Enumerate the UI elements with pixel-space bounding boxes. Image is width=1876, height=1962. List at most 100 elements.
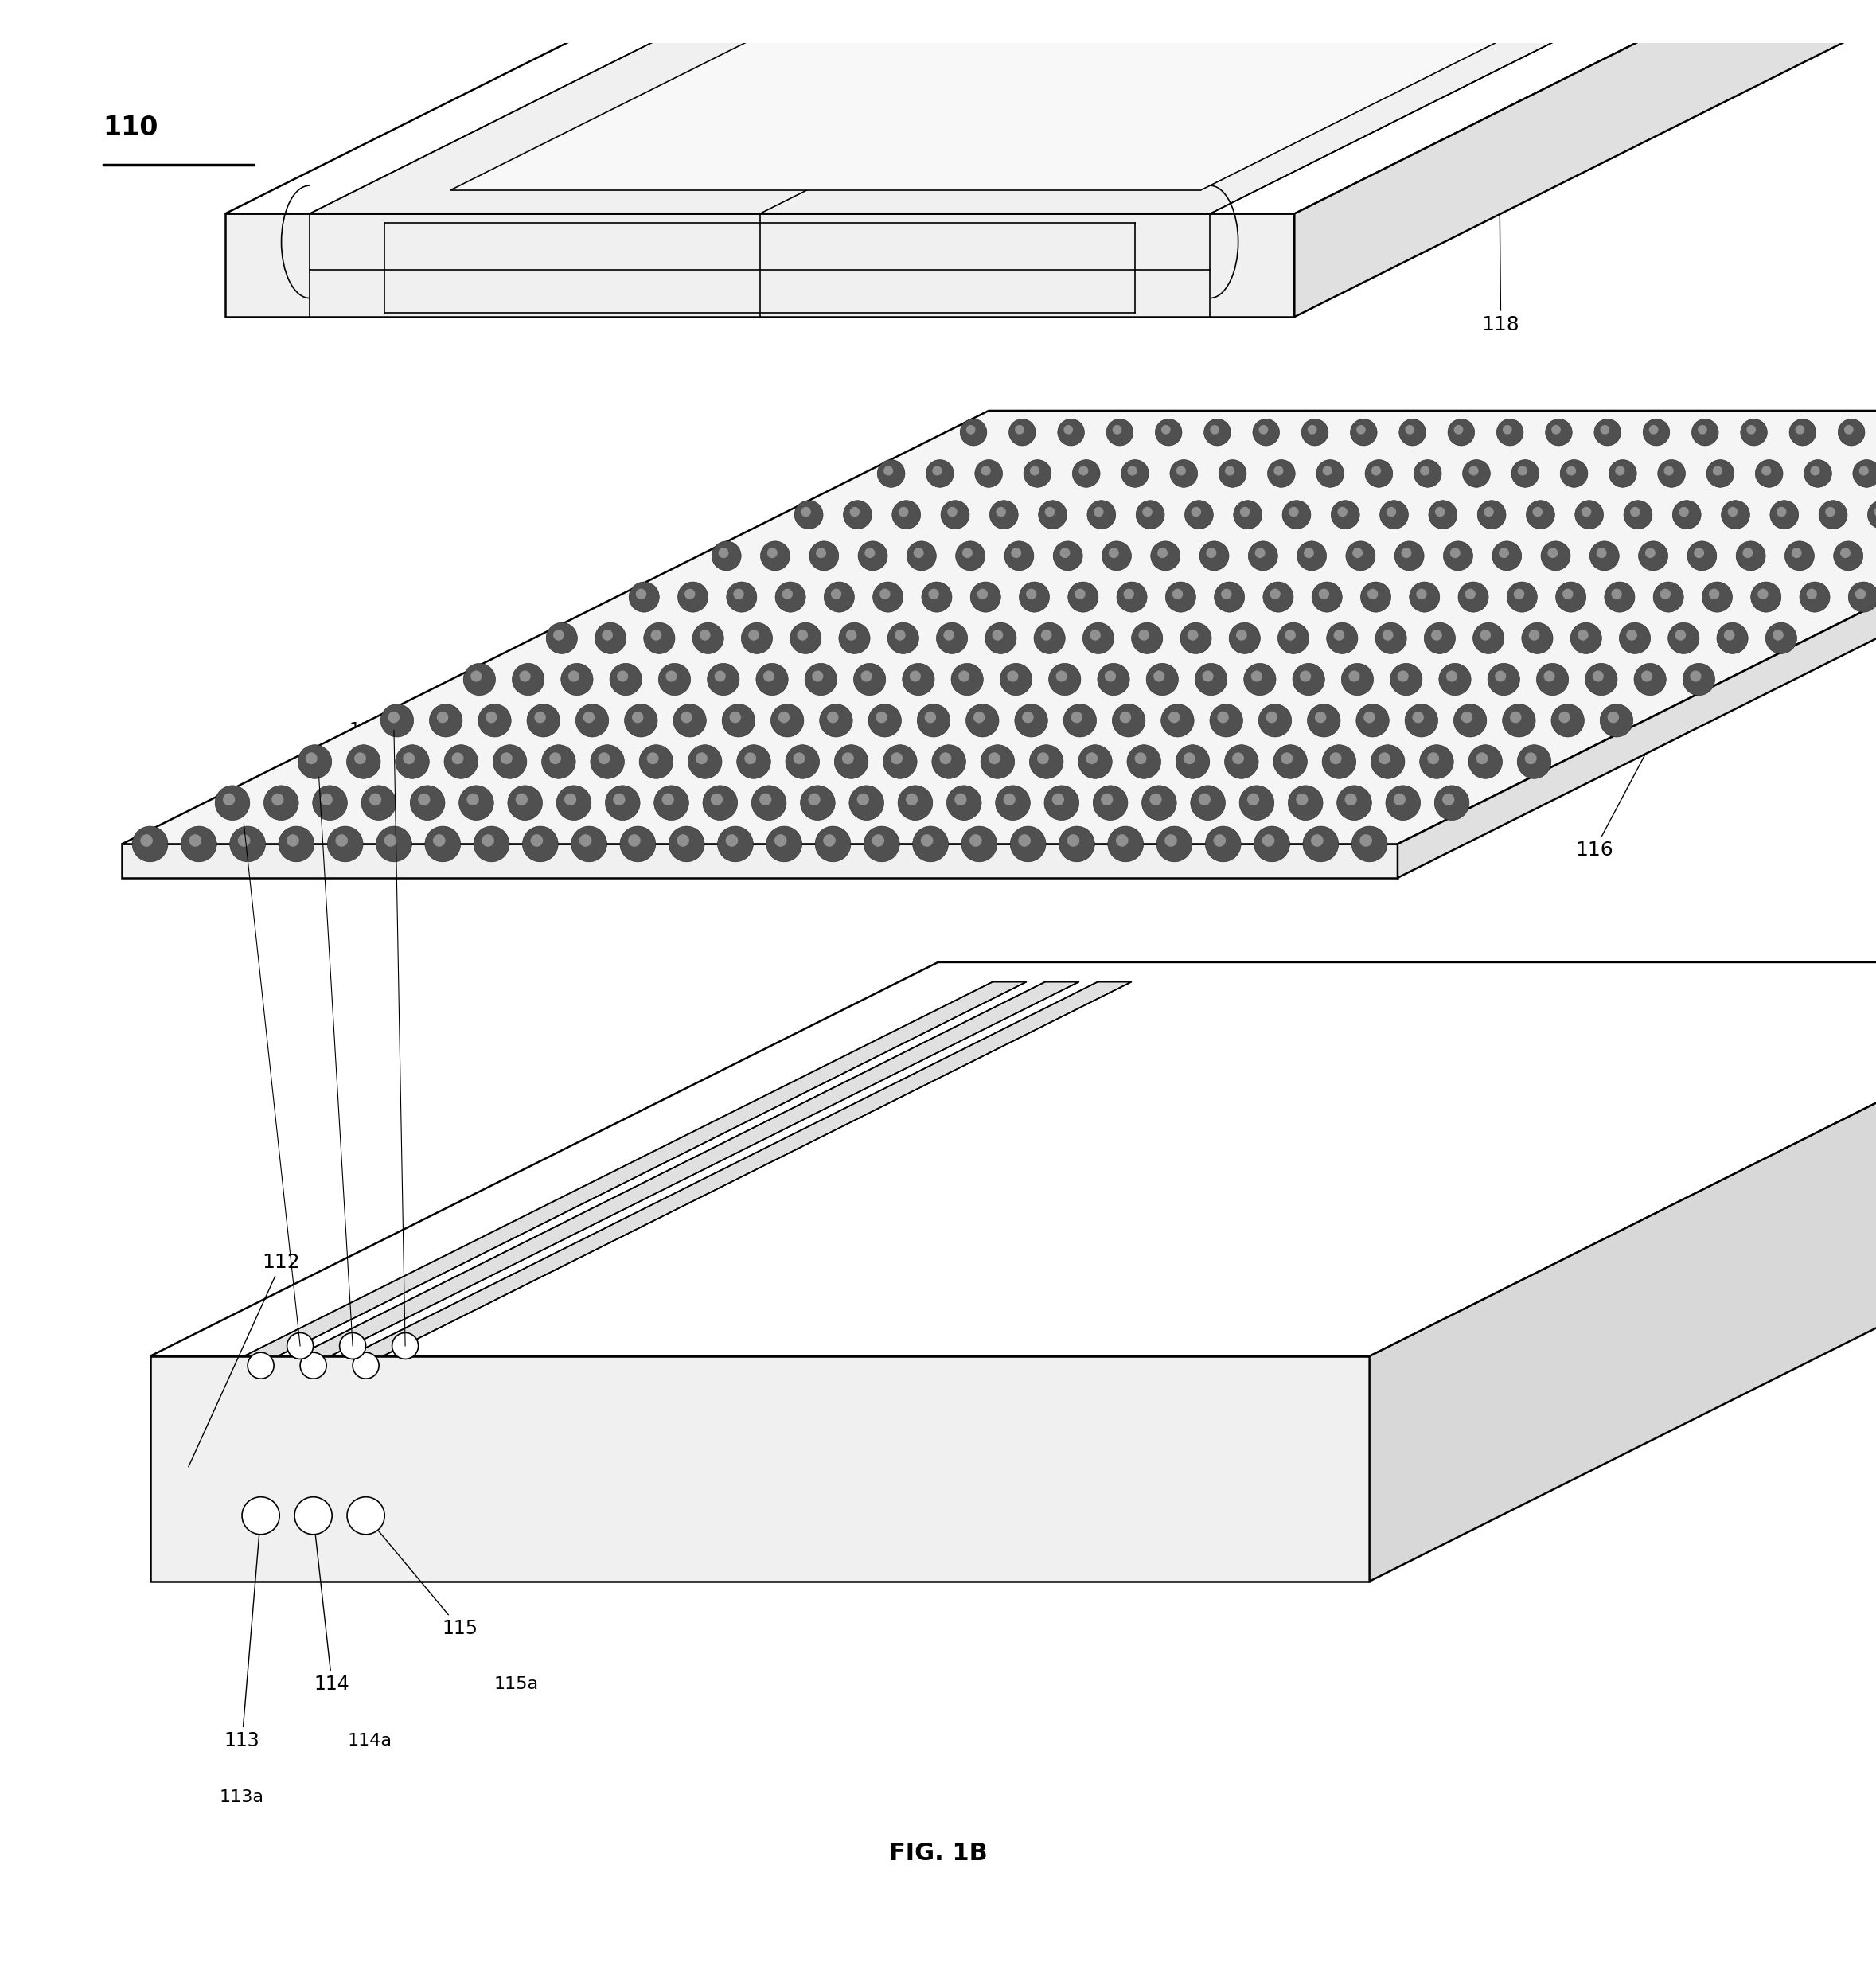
Circle shape <box>1551 426 1561 434</box>
Circle shape <box>1503 426 1512 434</box>
Circle shape <box>1086 751 1097 765</box>
Circle shape <box>1435 506 1445 516</box>
Circle shape <box>1304 826 1339 861</box>
Circle shape <box>884 746 917 779</box>
Circle shape <box>921 834 932 848</box>
Circle shape <box>1356 426 1366 434</box>
Circle shape <box>1219 459 1246 487</box>
Circle shape <box>272 793 283 806</box>
Circle shape <box>820 704 852 738</box>
Circle shape <box>385 834 396 848</box>
Circle shape <box>1120 712 1131 724</box>
Circle shape <box>981 465 991 475</box>
Circle shape <box>1171 459 1197 487</box>
Circle shape <box>1248 793 1259 806</box>
Circle shape <box>576 704 608 738</box>
Polygon shape <box>244 981 1026 1356</box>
Circle shape <box>1105 671 1116 681</box>
Circle shape <box>467 793 478 806</box>
Circle shape <box>1443 793 1454 806</box>
Circle shape <box>1107 420 1133 445</box>
Text: 118: 118 <box>1482 165 1520 334</box>
Circle shape <box>1807 589 1818 598</box>
Circle shape <box>1345 793 1356 806</box>
Circle shape <box>1469 465 1478 475</box>
Circle shape <box>1334 630 1345 640</box>
Circle shape <box>531 834 542 848</box>
Circle shape <box>854 663 885 695</box>
Circle shape <box>876 712 887 724</box>
Circle shape <box>1137 500 1165 530</box>
Circle shape <box>1762 465 1771 475</box>
Circle shape <box>1690 671 1702 681</box>
Circle shape <box>1638 542 1668 571</box>
Circle shape <box>1266 712 1278 724</box>
Circle shape <box>1251 671 1263 681</box>
Circle shape <box>947 506 957 516</box>
Circle shape <box>411 785 445 820</box>
Circle shape <box>1341 663 1373 695</box>
Circle shape <box>598 751 610 765</box>
Circle shape <box>976 459 1002 487</box>
Circle shape <box>734 589 745 598</box>
Circle shape <box>692 622 724 653</box>
Circle shape <box>1439 663 1471 695</box>
Circle shape <box>1463 459 1490 487</box>
Circle shape <box>1210 426 1219 434</box>
Text: 113a: 113a <box>219 1789 265 1805</box>
Circle shape <box>794 751 805 765</box>
Circle shape <box>745 751 756 765</box>
Circle shape <box>1064 426 1073 434</box>
Circle shape <box>1413 712 1424 724</box>
Circle shape <box>1454 704 1486 738</box>
Circle shape <box>970 834 981 848</box>
Circle shape <box>347 746 381 779</box>
Circle shape <box>1199 793 1210 806</box>
Circle shape <box>1570 622 1602 653</box>
Circle shape <box>1518 465 1527 475</box>
Circle shape <box>1124 589 1135 598</box>
Circle shape <box>1255 547 1264 557</box>
Circle shape <box>475 826 510 861</box>
Circle shape <box>1488 663 1520 695</box>
Circle shape <box>1394 793 1405 806</box>
Circle shape <box>591 746 625 779</box>
Circle shape <box>961 420 987 445</box>
Circle shape <box>790 622 822 653</box>
Circle shape <box>1191 506 1201 516</box>
Circle shape <box>602 630 613 640</box>
Circle shape <box>1698 426 1707 434</box>
Circle shape <box>486 712 497 724</box>
Circle shape <box>1240 785 1274 820</box>
Circle shape <box>895 630 906 640</box>
Circle shape <box>959 671 970 681</box>
Circle shape <box>1448 420 1475 445</box>
Circle shape <box>1000 663 1032 695</box>
Circle shape <box>1351 420 1377 445</box>
Circle shape <box>1323 746 1356 779</box>
Circle shape <box>1259 704 1291 738</box>
Circle shape <box>887 622 919 653</box>
Circle shape <box>452 751 463 765</box>
Circle shape <box>1840 547 1850 557</box>
Circle shape <box>1401 547 1411 557</box>
Circle shape <box>527 704 559 738</box>
Circle shape <box>1218 712 1229 724</box>
Circle shape <box>1161 426 1171 434</box>
Circle shape <box>353 1352 379 1379</box>
Circle shape <box>1037 751 1049 765</box>
Circle shape <box>377 826 413 861</box>
Circle shape <box>565 793 576 806</box>
Circle shape <box>1022 712 1034 724</box>
Circle shape <box>1795 426 1805 434</box>
Circle shape <box>658 663 690 695</box>
Circle shape <box>1240 506 1249 516</box>
Circle shape <box>1169 712 1180 724</box>
Circle shape <box>1593 671 1604 681</box>
Circle shape <box>816 547 825 557</box>
Circle shape <box>1172 589 1184 598</box>
Circle shape <box>508 785 542 820</box>
Circle shape <box>1135 751 1146 765</box>
Circle shape <box>1694 547 1703 557</box>
Circle shape <box>430 704 461 738</box>
